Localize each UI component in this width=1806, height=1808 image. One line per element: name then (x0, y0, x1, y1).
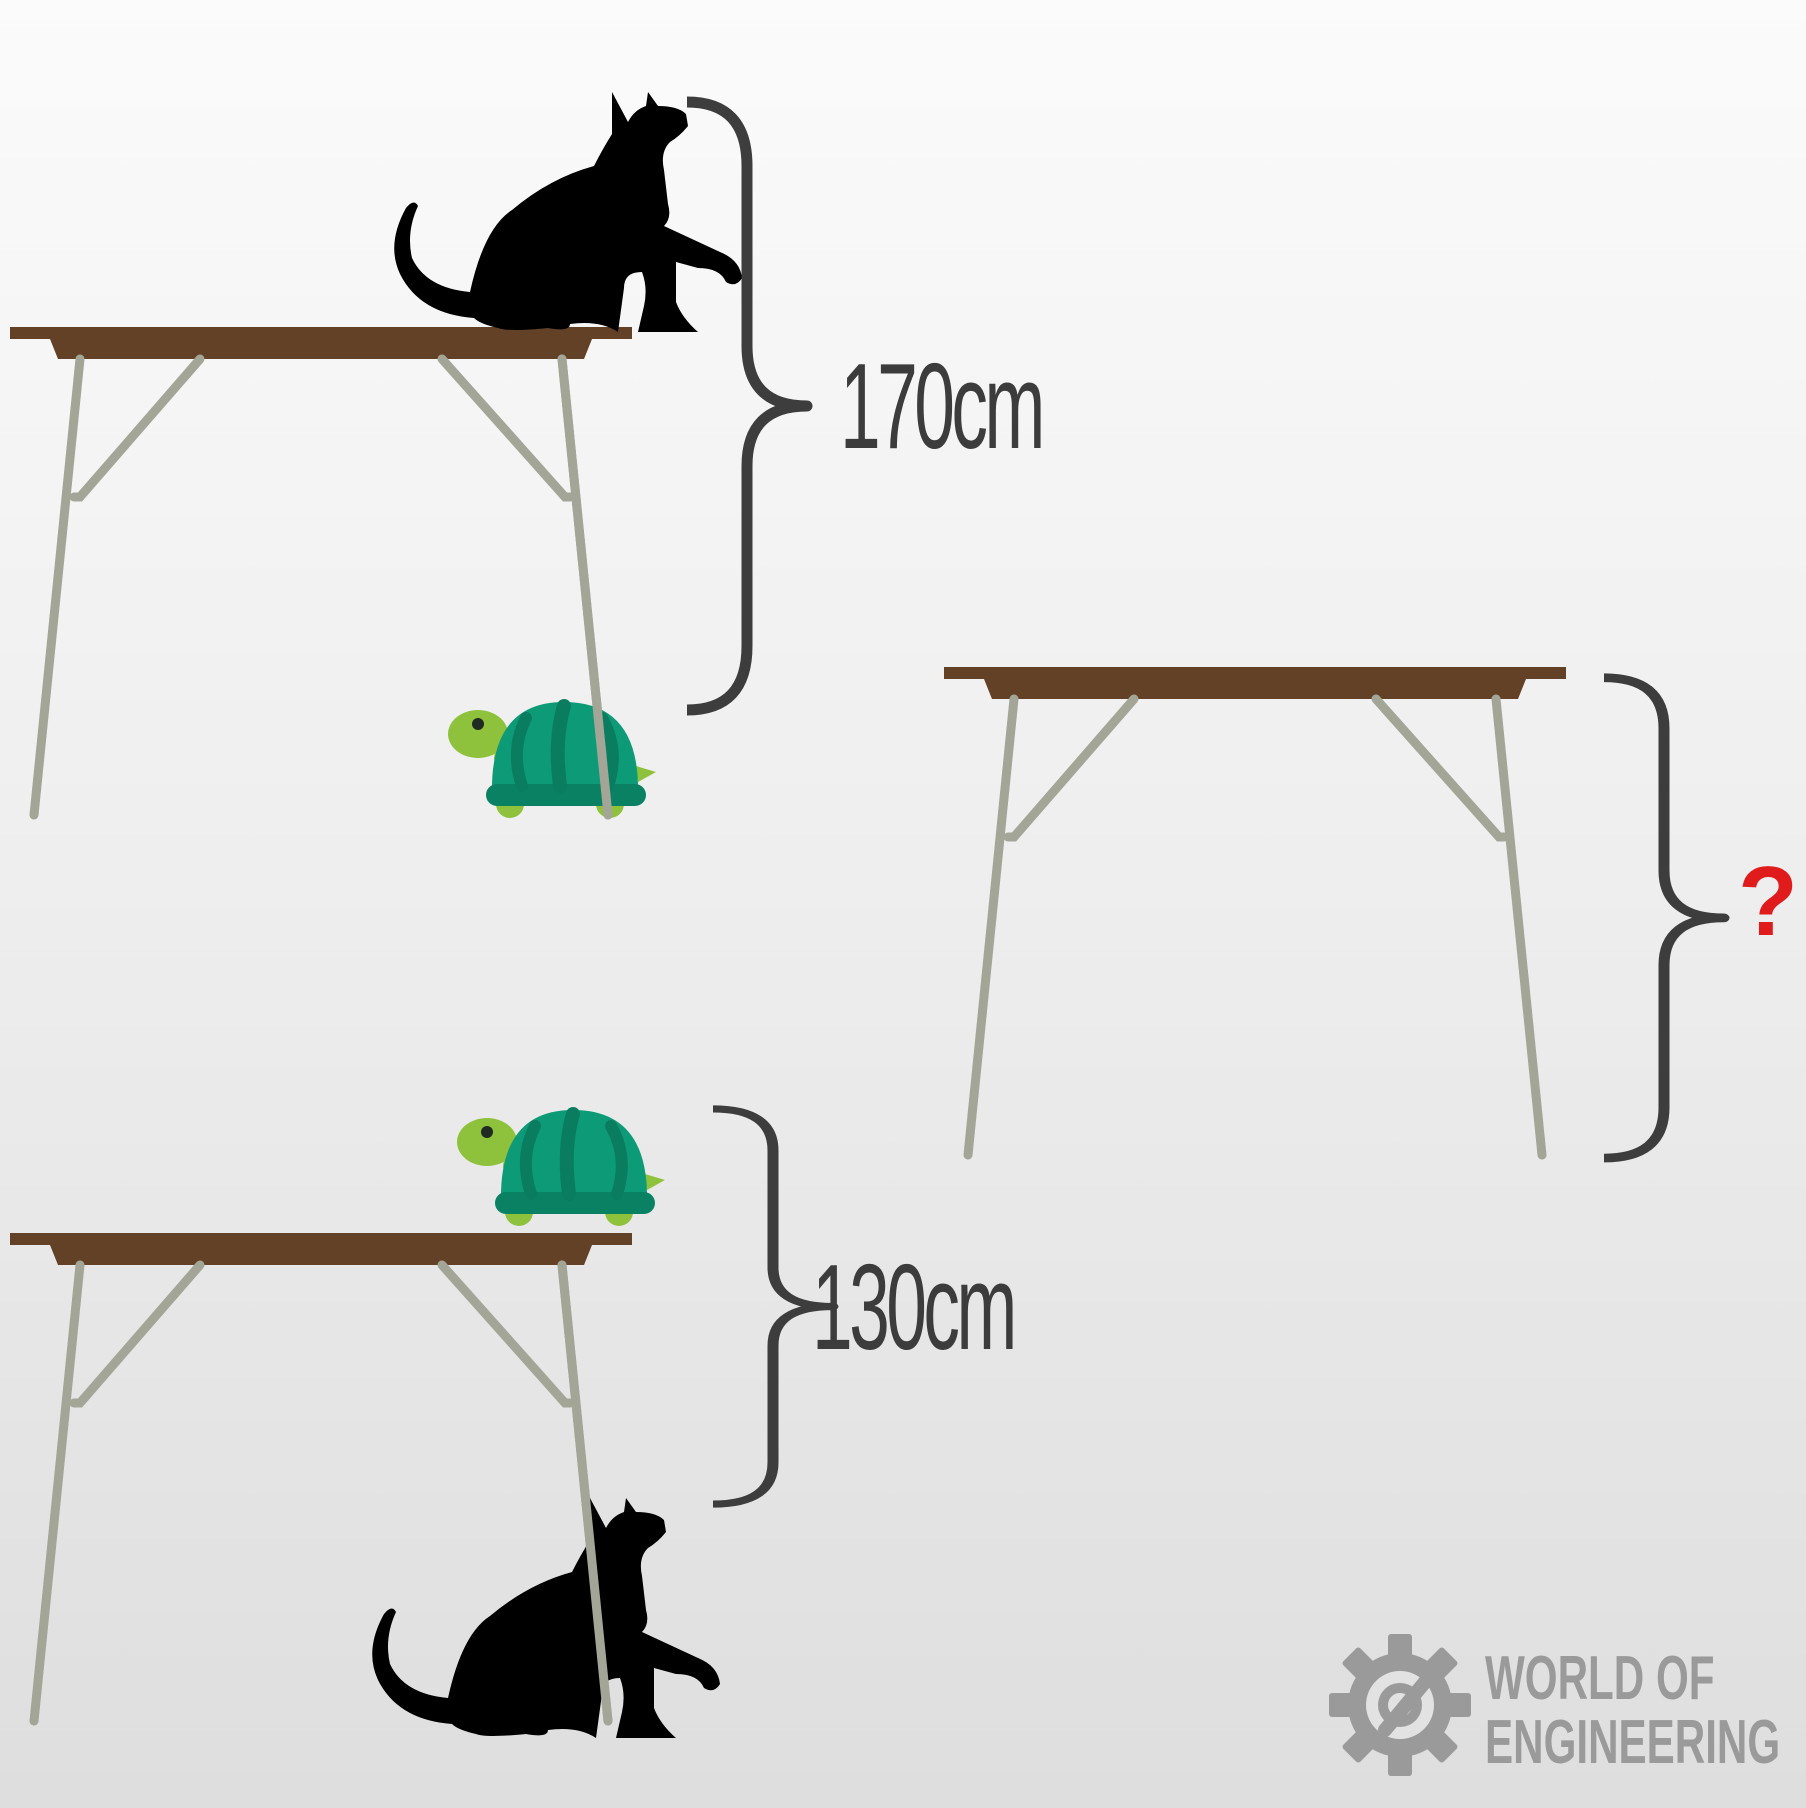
gear-icon (1329, 1634, 1471, 1776)
brace-top (687, 102, 807, 710)
turtle-on-floor (448, 702, 656, 818)
cat-on-table (394, 92, 742, 332)
logo-line-2: ENGINEERING (1485, 1708, 1781, 1777)
brace-right (1604, 678, 1724, 1158)
right-setup (944, 667, 1724, 1158)
height-label-bottom: 130cm (812, 1239, 1017, 1375)
top-setup (10, 92, 807, 818)
bottom-setup (10, 1109, 833, 1738)
unknown-height-question-mark: ? (1738, 846, 1798, 956)
logo-line-1: WORLD OF (1485, 1644, 1715, 1713)
height-label-top: 170cm (840, 338, 1045, 474)
cat-on-floor (372, 1498, 720, 1738)
turtle-on-table (457, 1110, 665, 1226)
world-of-engineering-logo: WORLD OF ENGINEERING (1325, 1630, 1795, 1780)
table-right-setup (944, 667, 1566, 1155)
